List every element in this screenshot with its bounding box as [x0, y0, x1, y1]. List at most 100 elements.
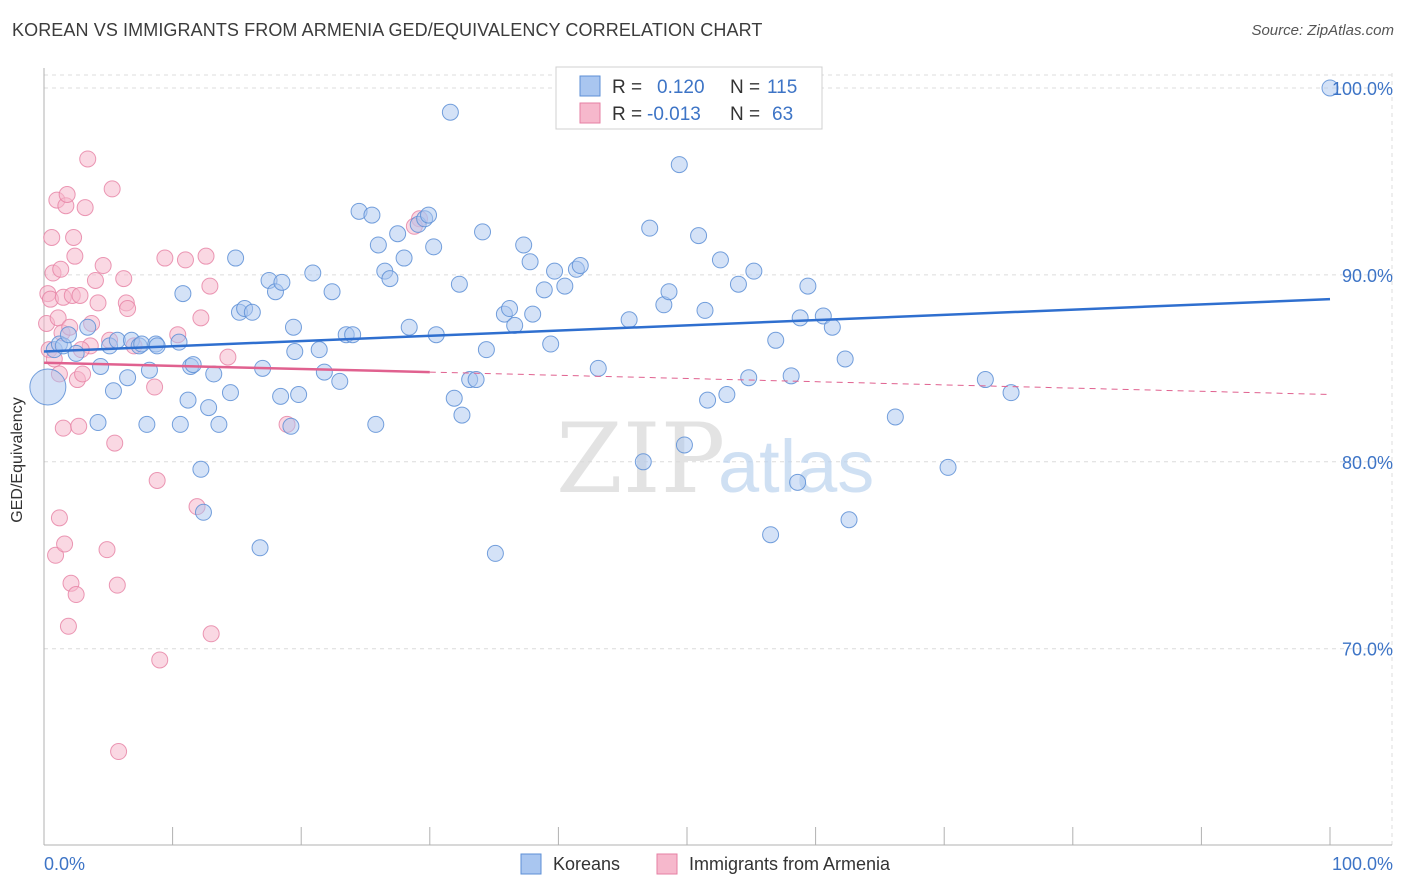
armenia-point: [110, 743, 128, 761]
korean-point: [571, 257, 589, 275]
armenia-point: [106, 434, 124, 452]
korean-point: [304, 264, 322, 282]
korean-point: [133, 335, 151, 353]
korean-point: [227, 249, 245, 267]
korean-point: [791, 309, 809, 327]
korean-point: [400, 318, 418, 336]
armenia-point: [76, 199, 94, 217]
series-immigrants-from-armenia: [38, 150, 429, 761]
korean-point: [282, 417, 300, 435]
armenia-point: [71, 286, 89, 304]
armenia-point: [89, 294, 107, 312]
korean-point: [67, 344, 85, 362]
y-tick-label: 70.0%: [1342, 640, 1393, 660]
armenia-point: [146, 378, 164, 396]
korean-point: [521, 253, 539, 271]
korean-point: [59, 326, 77, 344]
korean-point: [369, 236, 387, 254]
watermark-atlas: atlas: [718, 425, 874, 508]
korean-point: [200, 399, 218, 417]
korean-point: [389, 225, 407, 243]
korean-point: [251, 539, 269, 557]
armenia-point: [58, 186, 76, 204]
armenia-point: [79, 150, 97, 168]
korean-point: [453, 406, 471, 424]
korean-point: [718, 386, 736, 404]
bottom-legend: Koreans Immigrants from Armenia: [520, 853, 891, 875]
armenia-point: [56, 535, 74, 553]
bottom-legend-swatch-koreans: [520, 853, 542, 875]
korean-point: [515, 236, 533, 254]
armenia-point: [47, 546, 65, 564]
korean-point: [634, 453, 652, 471]
legend-r-label-1: R =: [612, 77, 642, 98]
korean-point: [243, 303, 261, 321]
legend-r-label-2: R =: [612, 104, 642, 125]
korean-point: [542, 335, 560, 353]
armenia-point: [67, 586, 85, 604]
korean-point: [284, 318, 302, 336]
trend-lines: [43, 297, 1331, 396]
y-tick-label: 80.0%: [1342, 453, 1393, 473]
korean-point: [273, 273, 291, 291]
korean-point: [474, 223, 492, 241]
axes: [43, 68, 1392, 846]
korean-point: [194, 503, 212, 521]
legend-n-label-2: N =: [730, 104, 760, 125]
y-tick-labels: 70.0% 80.0% 90.0% 100.0%: [1332, 79, 1393, 660]
korean-point: [272, 387, 290, 405]
armenia-point: [197, 247, 215, 265]
armenia-point: [52, 260, 70, 278]
armenia-trend-line-extension: [429, 371, 1331, 396]
armenia-point: [151, 651, 169, 669]
legend-swatch-armenia: [579, 102, 601, 124]
korean-point: [286, 343, 304, 361]
korean-point: [363, 206, 381, 224]
korean-point: [711, 251, 729, 269]
watermark: ZIP atlas: [556, 403, 874, 515]
korean-point: [939, 458, 957, 476]
y-tick-label: 90.0%: [1342, 266, 1393, 286]
source-label: Source: ZipAtlas.com: [1251, 22, 1394, 39]
korean-point: [29, 368, 67, 406]
korean-point: [79, 318, 97, 336]
korean-point: [323, 283, 341, 301]
korean-point: [171, 415, 189, 433]
armenia-point: [108, 576, 126, 594]
korean-point: [699, 391, 717, 409]
korean-point: [477, 341, 495, 359]
bottom-legend-koreans: Koreans: [553, 854, 620, 874]
korean-point: [445, 389, 463, 407]
armenia-point: [54, 419, 72, 437]
korean-point: [740, 369, 758, 387]
korean-point: [886, 408, 904, 426]
korean-point: [729, 275, 747, 293]
korean-point: [221, 384, 239, 402]
korean-point: [836, 350, 854, 368]
legend-n-value-2: 63: [772, 104, 793, 125]
korean-point: [501, 300, 519, 318]
korean-point: [976, 371, 994, 389]
armenia-point: [65, 228, 83, 246]
korean-point: [331, 372, 349, 390]
korean-point: [690, 227, 708, 245]
armenia-point: [115, 270, 133, 288]
armenia-point: [219, 348, 237, 366]
korean-point: [660, 283, 678, 301]
korean-point: [524, 305, 542, 323]
armenia-point: [176, 251, 194, 269]
korean-point: [104, 382, 122, 400]
armenia-point: [103, 180, 121, 198]
korean-point: [205, 365, 223, 383]
armenia-point: [59, 617, 77, 635]
korean-point: [486, 544, 504, 562]
legend-swatch-koreans: [579, 75, 601, 97]
korean-point: [535, 281, 553, 299]
korean-point: [589, 359, 607, 377]
korean-point: [441, 103, 459, 121]
korean-point: [840, 511, 858, 529]
korean-point: [546, 262, 564, 280]
legend-r-value-1: 0.120: [657, 77, 705, 98]
armenia-point: [50, 509, 68, 527]
